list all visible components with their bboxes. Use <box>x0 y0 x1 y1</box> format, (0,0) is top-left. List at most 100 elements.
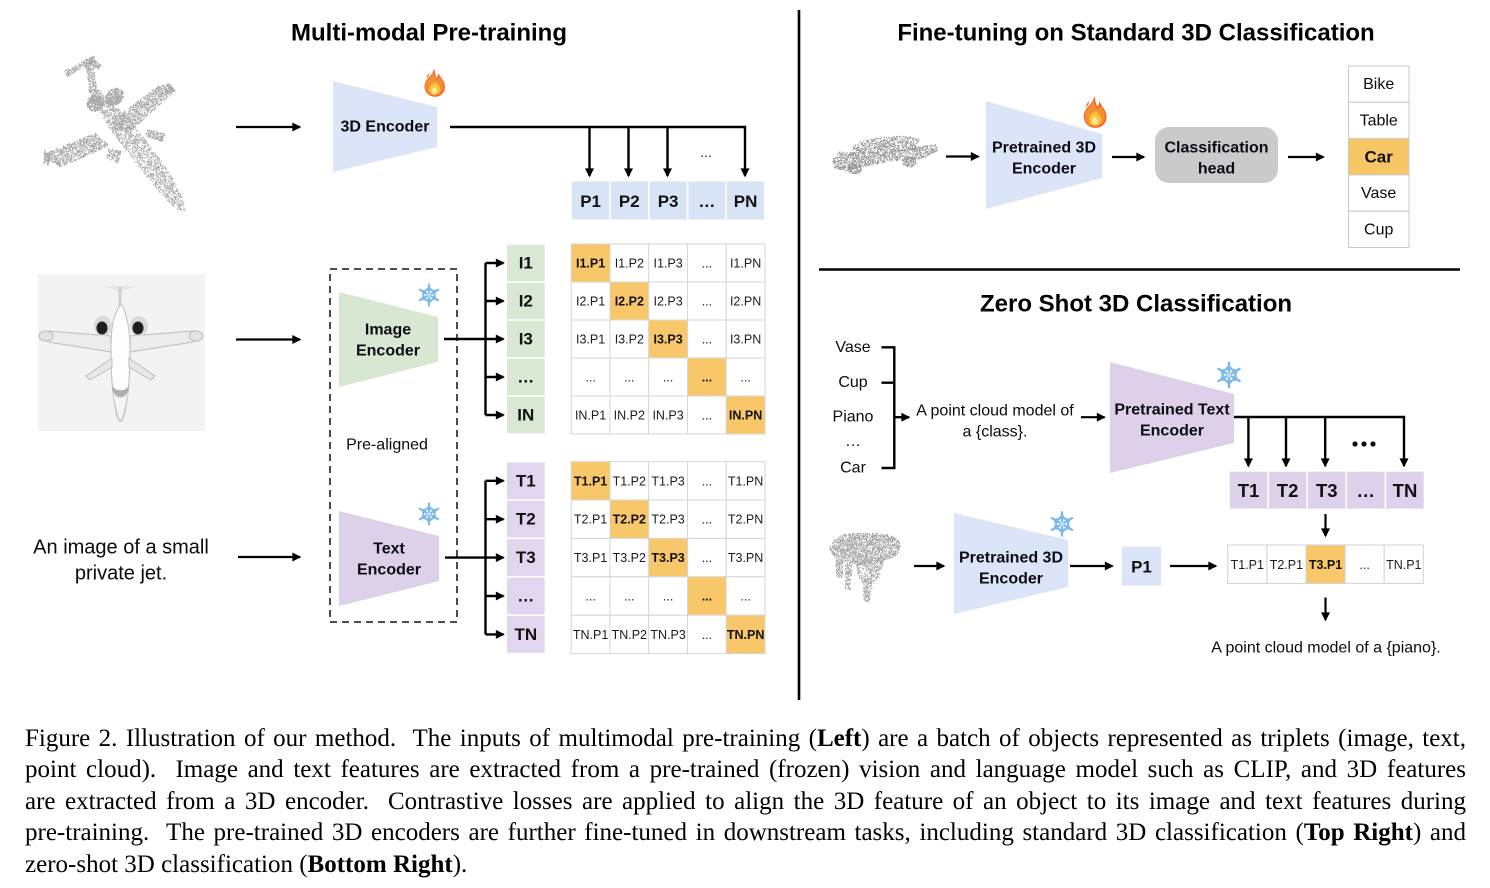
svg-text:...: ... <box>585 590 595 604</box>
svg-text:T3: T3 <box>1316 480 1338 501</box>
svg-text:I3: I3 <box>519 330 533 349</box>
svg-text:T1.PN: T1.PN <box>728 474 763 488</box>
svg-text:...: ... <box>702 628 712 642</box>
svg-text:Bike: Bike <box>1363 76 1394 93</box>
svg-text:Encoder: Encoder <box>1140 423 1204 440</box>
svg-text:T2.P1: T2.P1 <box>1270 558 1303 572</box>
svg-text:TN.P3: TN.P3 <box>650 628 685 642</box>
svg-text:...: ... <box>1359 558 1369 572</box>
svg-text:…: … <box>517 587 534 606</box>
svg-text:P2: P2 <box>619 192 640 211</box>
svg-text:TN.PN: TN.PN <box>727 628 765 642</box>
svg-text:Vase: Vase <box>1361 185 1396 202</box>
svg-text:TN: TN <box>514 625 537 644</box>
svg-text:PN: PN <box>734 192 758 211</box>
svg-text:...: ... <box>740 371 750 385</box>
svg-text:Multi-modal Pre-training: Multi-modal Pre-training <box>291 20 567 47</box>
svg-text:Classification: Classification <box>1164 140 1268 157</box>
svg-text:Pretrained 3D: Pretrained 3D <box>992 140 1096 157</box>
svg-text:Text: Text <box>373 541 405 558</box>
svg-text:I1.PN: I1.PN <box>730 257 761 271</box>
svg-text:A point cloud model of: A point cloud model of <box>916 403 1074 420</box>
svg-text:T2.P1: T2.P1 <box>574 513 607 527</box>
svg-text:T1.P2: T1.P2 <box>613 474 646 488</box>
svg-text:I3.P2: I3.P2 <box>615 333 644 347</box>
svg-text:I3.PN: I3.PN <box>730 333 761 347</box>
svg-text:I2: I2 <box>519 292 533 311</box>
svg-text:Car: Car <box>840 460 866 477</box>
svg-text:Image: Image <box>365 322 411 339</box>
svg-text:An image of a small: An image of a small <box>33 537 209 559</box>
svg-text:…: … <box>845 433 861 450</box>
svg-text:TN: TN <box>1393 480 1418 501</box>
svg-text:head: head <box>1198 161 1235 178</box>
svg-text:Cup: Cup <box>1364 221 1393 238</box>
svg-text:...: ... <box>624 371 634 385</box>
svg-text:Zero Shot 3D Classification: Zero Shot 3D Classification <box>980 291 1292 318</box>
svg-text:Encoder: Encoder <box>1012 161 1076 178</box>
svg-text:T2: T2 <box>1277 480 1299 501</box>
svg-text:Encoder: Encoder <box>357 562 421 579</box>
svg-text:I1: I1 <box>519 254 533 273</box>
svg-text:TN.P2: TN.P2 <box>612 628 647 642</box>
svg-text:I1.P2: I1.P2 <box>615 257 644 271</box>
svg-text:T1.P3: T1.P3 <box>651 474 684 488</box>
svg-text:…: … <box>517 368 534 387</box>
svg-text:T3.P1: T3.P1 <box>574 551 607 565</box>
svg-text:IN: IN <box>517 406 534 425</box>
svg-text:...: ... <box>702 551 712 565</box>
svg-text:Piano: Piano <box>833 409 874 426</box>
svg-text:IN.P2: IN.P2 <box>614 409 645 423</box>
svg-text:I3.P3: I3.P3 <box>654 333 683 347</box>
svg-text:T3.P2: T3.P2 <box>613 551 646 565</box>
svg-text:I2.PN: I2.PN <box>730 295 761 309</box>
svg-text:Encoder: Encoder <box>356 343 420 360</box>
svg-text:...: ... <box>740 590 750 604</box>
svg-text:…: … <box>698 192 715 211</box>
svg-text:T1.P1: T1.P1 <box>574 474 607 488</box>
svg-text:3D Encoder: 3D Encoder <box>341 119 430 136</box>
svg-text:Cup: Cup <box>838 374 867 391</box>
svg-text:...: ... <box>702 590 712 604</box>
svg-text:a {class}.: a {class}. <box>963 424 1028 441</box>
svg-text:P3: P3 <box>658 192 679 211</box>
svg-text:Pretrained 3D: Pretrained 3D <box>959 550 1063 567</box>
svg-text:I2.P3: I2.P3 <box>654 295 683 309</box>
svg-text:P1: P1 <box>580 192 601 211</box>
svg-text:I2.P1: I2.P1 <box>576 295 605 309</box>
svg-text:Encoder: Encoder <box>979 571 1043 588</box>
svg-text:...: ... <box>702 371 712 385</box>
svg-text:I1.P3: I1.P3 <box>654 257 683 271</box>
svg-text:T2.P3: T2.P3 <box>651 513 684 527</box>
svg-text:...: ... <box>663 590 673 604</box>
svg-text:T2.P2: T2.P2 <box>613 513 646 527</box>
svg-text:...: ... <box>702 257 712 271</box>
svg-text:Pre-aligned: Pre-aligned <box>346 437 428 454</box>
svg-text:T1.P1: T1.P1 <box>1231 558 1264 572</box>
svg-text:...: ... <box>702 295 712 309</box>
svg-text:...: ... <box>663 371 673 385</box>
svg-text:Car: Car <box>1365 148 1394 167</box>
svg-text:I3.P1: I3.P1 <box>576 333 605 347</box>
svg-text:TN.P1: TN.P1 <box>1386 558 1421 572</box>
svg-text:...: ... <box>702 333 712 347</box>
svg-text:private jet.: private jet. <box>75 563 167 585</box>
svg-text:I1.P1: I1.P1 <box>576 257 605 271</box>
svg-text:…: … <box>1357 480 1376 501</box>
svg-text:Pretrained Text: Pretrained Text <box>1114 402 1230 419</box>
svg-text:...: ... <box>585 371 595 385</box>
svg-text:A point cloud model of a {pian: A point cloud model of a {piano}. <box>1211 640 1441 657</box>
svg-text:P1: P1 <box>1131 558 1152 577</box>
svg-text:TN.P1: TN.P1 <box>573 628 608 642</box>
svg-text:I2.P2: I2.P2 <box>615 295 644 309</box>
svg-text:...: ... <box>702 513 712 527</box>
svg-text:...: ... <box>700 144 712 160</box>
svg-text:Fine-tuning on Standard 3D Cla: Fine-tuning on Standard 3D Classificatio… <box>897 20 1374 47</box>
svg-text:T3: T3 <box>516 548 536 567</box>
svg-text:T3.PN: T3.PN <box>728 551 763 565</box>
svg-text:...: ... <box>702 474 712 488</box>
svg-text:...: ... <box>624 590 634 604</box>
svg-text:T1: T1 <box>1238 480 1260 501</box>
svg-text:T3.P1: T3.P1 <box>1309 558 1342 572</box>
svg-text:Vase: Vase <box>835 339 870 356</box>
